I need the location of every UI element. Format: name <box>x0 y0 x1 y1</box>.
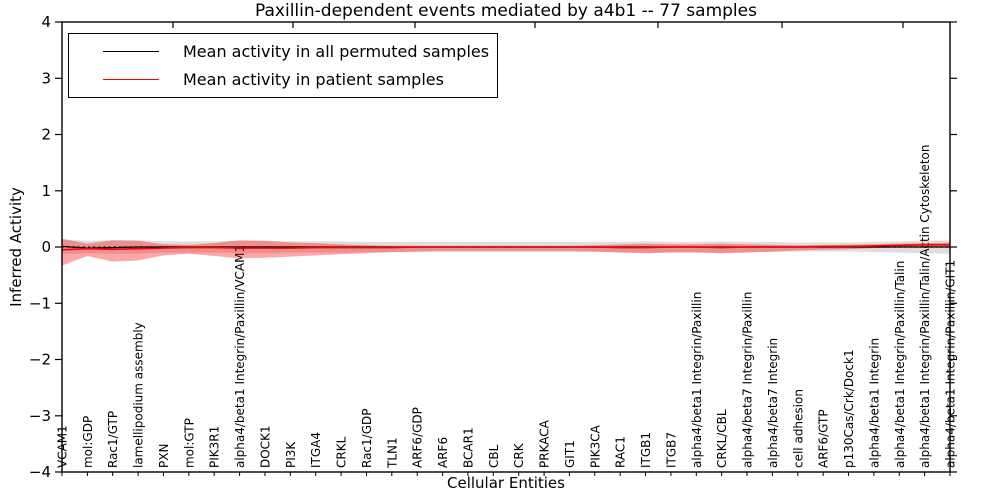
patient-samples-spread-band <box>62 238 950 266</box>
x-tick-label: DOCK1 <box>259 425 273 468</box>
legend-line-permuted-icon <box>103 51 159 53</box>
x-tick-label: ARF6/GTP <box>817 409 831 468</box>
x-tick-label: ARF6/GDP <box>411 407 425 468</box>
x-tick-label: alpha4/beta1 Integrin/Paxillin/Talin <box>893 261 907 468</box>
y-tick-label: −4 <box>29 463 51 481</box>
x-tick-label: p130Cas/Crk/Dock1 <box>842 349 856 468</box>
legend-item-permuted: Mean activity in all permuted samples <box>103 42 497 61</box>
x-tick-label: RAC1 <box>614 436 628 468</box>
y-tick-label: −2 <box>29 351 51 369</box>
x-tick-label: alpha4/beta7 Integrin <box>766 338 780 468</box>
x-axis-label: Cellular Entities <box>447 474 565 492</box>
x-tick-label: alpha4/beta1 Integrin/Paxillin <box>690 292 704 468</box>
chart-title: Paxillin-dependent events mediated by a4… <box>255 1 757 21</box>
x-tick-label: alpha4/beta1 Integrin/Paxillin/VCAM1 <box>233 245 247 468</box>
y-axis-label: Inferred Activity <box>7 187 25 307</box>
y-tick-label: 1 <box>41 182 51 200</box>
x-tick-label: ARF6 <box>436 437 450 468</box>
legend-label-permuted: Mean activity in all permuted samples <box>183 42 490 62</box>
x-tick-label: CRKL/CBL <box>715 409 729 468</box>
x-tick-label: CRK <box>512 442 526 468</box>
legend-label-patient: Mean activity in patient samples <box>183 69 444 89</box>
x-tick-label: ITGB7 <box>664 432 678 468</box>
x-tick-label: GIT1 <box>563 440 577 468</box>
x-tick-label: ITGB1 <box>639 432 653 468</box>
legend: Mean activity in all permuted samples Me… <box>68 33 498 98</box>
y-tick-label: 2 <box>41 126 51 144</box>
x-tick-label: mol:GDP <box>81 416 95 468</box>
x-tick-label: PRKACA <box>538 419 552 468</box>
mean-activity-in-patient-samples-line <box>61 244 950 251</box>
x-tick-label: PI3K <box>284 441 298 468</box>
x-tick-label: TLN1 <box>385 437 399 469</box>
x-tick-label: Rac1/GDP <box>360 409 374 468</box>
legend-line-patient-icon <box>103 78 159 80</box>
x-tick-label: PIK3CA <box>588 424 602 468</box>
x-tick-label: BCAR1 <box>461 427 475 468</box>
x-tick-label: cell adhesion <box>791 389 805 468</box>
y-tick-label: 4 <box>41 13 51 31</box>
x-tick-label: PIK3R1 <box>208 426 222 468</box>
legend-item-patient: Mean activity in patient samples <box>103 70 497 89</box>
x-tick-label: ITGA4 <box>309 432 323 468</box>
x-tick-label: CRKL <box>335 436 349 468</box>
x-tick-label: alpha4/beta1 Integrin <box>867 338 881 468</box>
x-tick-label: lamellipodium assembly <box>132 322 146 468</box>
y-tick-label: −3 <box>29 407 51 425</box>
y-tick-label: 3 <box>41 69 51 87</box>
x-tick-label: alpha4/beta1 Integrin/Paxillin/Talin/Act… <box>918 145 932 468</box>
y-tick-label: −1 <box>29 294 51 312</box>
x-tick-label: CBL <box>487 444 501 468</box>
x-tick-label: mol:GTP <box>182 418 196 468</box>
x-tick-label: alpha4/beta7 Integrin/Paxillin <box>741 292 755 468</box>
y-tick-label: 0 <box>41 238 51 256</box>
x-tick-label: Rac1/GTP <box>106 411 120 468</box>
x-tick-label: PXN <box>157 444 171 468</box>
